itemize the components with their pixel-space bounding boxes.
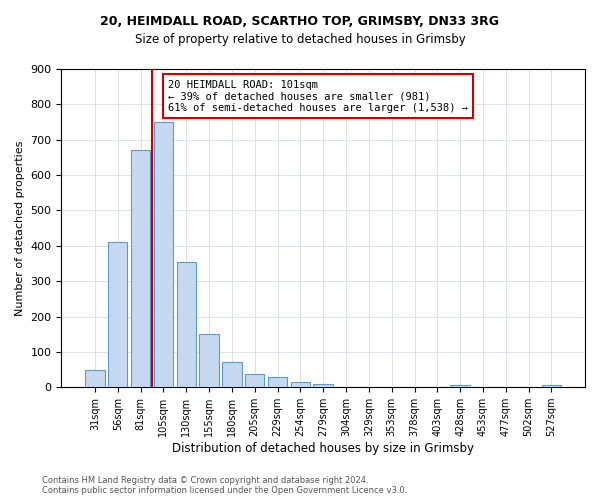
Bar bbox=[85, 370, 104, 387]
Text: 20 HEIMDALL ROAD: 101sqm
← 39% of detached houses are smaller (981)
61% of semi-: 20 HEIMDALL ROAD: 101sqm ← 39% of detach… bbox=[168, 80, 468, 113]
Y-axis label: Number of detached properties: Number of detached properties bbox=[15, 140, 25, 316]
Bar bbox=[542, 386, 561, 387]
Bar bbox=[268, 376, 287, 387]
Bar bbox=[154, 122, 173, 387]
Text: Size of property relative to detached houses in Grimsby: Size of property relative to detached ho… bbox=[134, 32, 466, 46]
Bar bbox=[290, 382, 310, 387]
Bar bbox=[245, 374, 265, 387]
Bar bbox=[222, 362, 242, 387]
Bar bbox=[337, 386, 356, 387]
Bar bbox=[131, 150, 150, 387]
Text: 20, HEIMDALL ROAD, SCARTHO TOP, GRIMSBY, DN33 3RG: 20, HEIMDALL ROAD, SCARTHO TOP, GRIMSBY,… bbox=[101, 15, 499, 28]
Bar bbox=[199, 334, 219, 387]
Bar bbox=[108, 242, 127, 387]
Bar bbox=[176, 262, 196, 387]
Bar bbox=[451, 386, 470, 387]
Bar bbox=[313, 384, 333, 387]
X-axis label: Distribution of detached houses by size in Grimsby: Distribution of detached houses by size … bbox=[172, 442, 474, 455]
Text: Contains HM Land Registry data © Crown copyright and database right 2024.
Contai: Contains HM Land Registry data © Crown c… bbox=[42, 476, 407, 495]
